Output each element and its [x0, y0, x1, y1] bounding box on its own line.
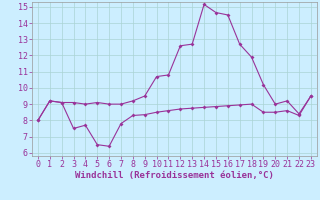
X-axis label: Windchill (Refroidissement éolien,°C): Windchill (Refroidissement éolien,°C) [75, 171, 274, 180]
